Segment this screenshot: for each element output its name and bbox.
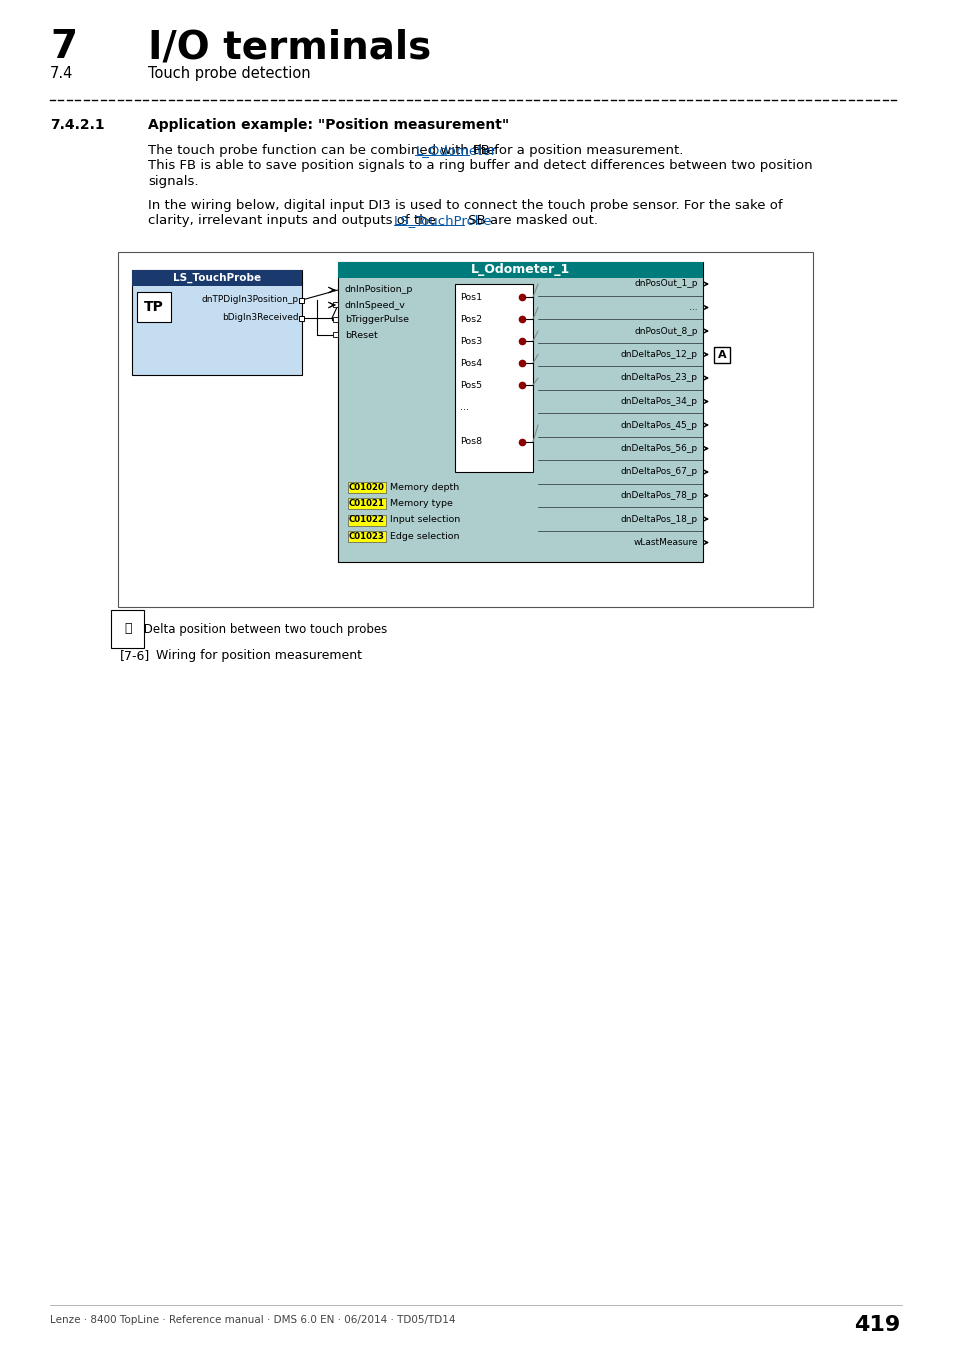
Text: Ⓐ: Ⓐ	[124, 622, 132, 634]
Text: C01022: C01022	[349, 516, 385, 525]
Text: bDigIn3Received: bDigIn3Received	[222, 313, 298, 323]
Bar	[333, 302, 337, 306]
Bar	[132, 270, 302, 375]
Bar	[118, 252, 812, 608]
Text: Input selection: Input selection	[390, 516, 459, 525]
Text: Memory depth: Memory depth	[390, 482, 458, 491]
Text: bTriggerPulse: bTriggerPulse	[345, 316, 409, 324]
Text: bReset: bReset	[345, 331, 377, 339]
Text: Pos4: Pos4	[459, 359, 481, 367]
Bar	[333, 332, 337, 338]
Bar	[132, 270, 302, 286]
Text: dnTPDigIn3Position_p: dnTPDigIn3Position_p	[202, 296, 298, 305]
Text: Edge selection: Edge selection	[390, 532, 459, 541]
Text: LS_TouchProbe: LS_TouchProbe	[394, 215, 492, 227]
Bar	[348, 514, 386, 525]
Bar	[299, 316, 304, 320]
Text: Memory type: Memory type	[390, 500, 453, 508]
Bar	[348, 498, 386, 509]
Text: The touch probe function can be combined with the: The touch probe function can be combined…	[148, 144, 498, 157]
Text: [7-6]: [7-6]	[120, 649, 150, 662]
Text: dnDeltaPos_67_p: dnDeltaPos_67_p	[620, 467, 698, 477]
Bar	[337, 262, 702, 562]
Text: wLastMeasure: wLastMeasure	[633, 539, 698, 547]
Text: Touch probe detection: Touch probe detection	[148, 66, 311, 81]
Text: Wiring for position measurement: Wiring for position measurement	[156, 649, 361, 662]
Text: L_Odometer: L_Odometer	[416, 144, 497, 157]
Text: 7.4.2.1: 7.4.2.1	[50, 117, 105, 132]
Text: Lenze · 8400 TopLine · Reference manual · DMS 6.0 EN · 06/2014 · TD05/TD14: Lenze · 8400 TopLine · Reference manual …	[50, 1315, 455, 1324]
Text: C01020: C01020	[349, 482, 384, 491]
Text: 7: 7	[50, 28, 77, 66]
Text: dnPosOut_8_p: dnPosOut_8_p	[634, 327, 698, 336]
Text: dnDeltaPos_34_p: dnDeltaPos_34_p	[620, 397, 698, 406]
Text: FB for a position measurement.: FB for a position measurement.	[469, 144, 682, 157]
Text: C01021: C01021	[349, 500, 385, 508]
Text: dnPosOut_1_p: dnPosOut_1_p	[634, 279, 698, 289]
Bar	[299, 297, 304, 302]
Bar	[348, 531, 386, 541]
Text: TP: TP	[144, 300, 164, 315]
Text: Pos8: Pos8	[459, 437, 481, 447]
Text: ...: ...	[459, 402, 469, 412]
Text: dnInSpeed_v: dnInSpeed_v	[345, 301, 405, 309]
Text: ...: ...	[689, 302, 698, 312]
Text: LS_TouchProbe: LS_TouchProbe	[172, 273, 261, 284]
Text: SB are masked out.: SB are masked out.	[463, 215, 597, 227]
Text: I/O terminals: I/O terminals	[148, 28, 431, 66]
Text: C01023: C01023	[349, 532, 385, 541]
Text: dnInPosition_p: dnInPosition_p	[345, 285, 413, 294]
Text: Pos1: Pos1	[459, 293, 481, 301]
Bar	[337, 262, 702, 278]
Text: dnDeltaPos_18_p: dnDeltaPos_18_p	[620, 514, 698, 524]
Bar	[137, 292, 171, 323]
Text: dnDeltaPos_23_p: dnDeltaPos_23_p	[620, 374, 698, 382]
Text: dnDeltaPos_56_p: dnDeltaPos_56_p	[620, 444, 698, 454]
Text: Pos3: Pos3	[459, 336, 482, 346]
Text: dnDeltaPos_78_p: dnDeltaPos_78_p	[620, 491, 698, 500]
Text: This FB is able to save position signals to a ring buffer and detect differences: This FB is able to save position signals…	[148, 159, 812, 173]
Text: dnDeltaPos_45_p: dnDeltaPos_45_p	[620, 420, 698, 429]
Text: A: A	[717, 350, 725, 359]
Text: 7.4: 7.4	[50, 66, 73, 81]
Bar	[333, 317, 337, 323]
Text: clarity, irrelevant inputs and outputs of the: clarity, irrelevant inputs and outputs o…	[148, 215, 439, 227]
Text: Pos2: Pos2	[459, 315, 481, 324]
Text: dnDeltaPos_12_p: dnDeltaPos_12_p	[620, 350, 698, 359]
Text: 419: 419	[853, 1315, 899, 1335]
Bar	[713, 347, 729, 363]
Text: signals.: signals.	[148, 176, 198, 188]
Text: Delta position between two touch probes: Delta position between two touch probes	[140, 622, 387, 636]
Text: In the wiring below, digital input DI3 is used to connect the touch probe sensor: In the wiring below, digital input DI3 i…	[148, 198, 781, 212]
Text: L_Odometer_1: L_Odometer_1	[471, 263, 570, 277]
Bar	[348, 482, 386, 493]
Text: Pos5: Pos5	[459, 381, 481, 390]
Text: Application example: "Position measurement": Application example: "Position measureme…	[148, 117, 509, 132]
Bar	[455, 284, 533, 472]
